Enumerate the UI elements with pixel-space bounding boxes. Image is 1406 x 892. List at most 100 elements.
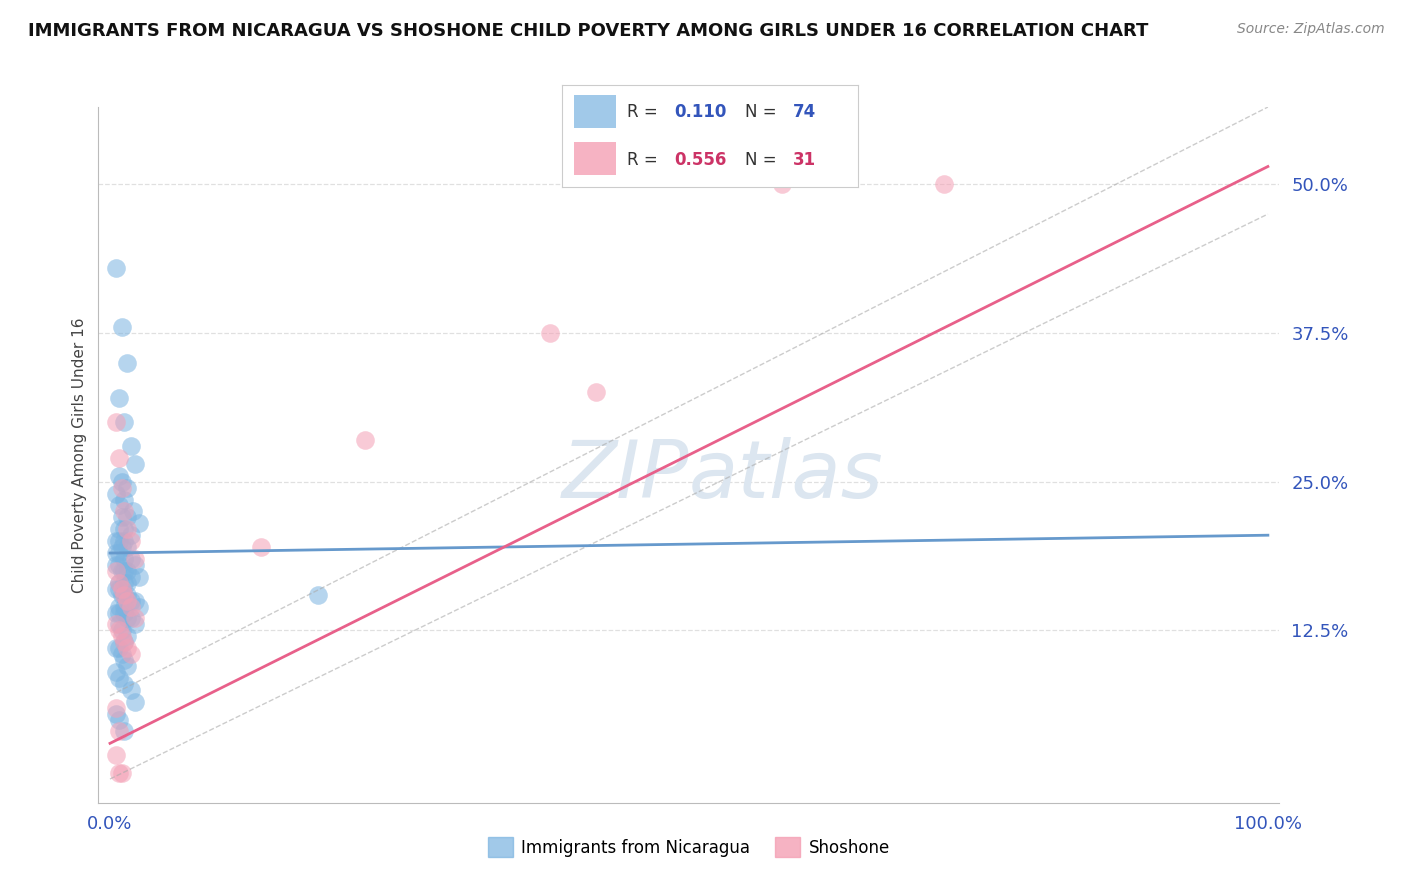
Point — [120, 534, 142, 549]
Point — [108, 558, 131, 572]
Text: R =: R = — [627, 103, 664, 121]
Point — [104, 558, 127, 572]
Point — [104, 415, 127, 429]
Point — [128, 570, 150, 584]
Point — [108, 724, 131, 739]
Point — [307, 588, 329, 602]
Text: N =: N = — [745, 151, 782, 169]
Point — [108, 534, 131, 549]
Point — [112, 534, 135, 549]
Point — [108, 671, 131, 685]
Point — [249, 540, 271, 554]
Point — [117, 659, 139, 673]
Point — [585, 385, 607, 400]
Point — [117, 564, 139, 578]
Point — [112, 653, 135, 667]
Text: 0.556: 0.556 — [675, 151, 727, 169]
Point — [117, 481, 139, 495]
Point — [128, 599, 150, 614]
Point — [122, 504, 145, 518]
Point — [110, 510, 132, 524]
Point — [932, 178, 955, 192]
Point — [112, 724, 135, 739]
Text: 31: 31 — [793, 151, 815, 169]
Point — [770, 178, 793, 192]
Text: 74: 74 — [793, 103, 815, 121]
Point — [108, 606, 131, 620]
Point — [112, 635, 135, 649]
Point — [117, 629, 139, 643]
Point — [120, 611, 142, 625]
Point — [124, 617, 146, 632]
Point — [108, 599, 131, 614]
Point — [108, 575, 131, 590]
Point — [120, 552, 142, 566]
Point — [110, 624, 132, 638]
Point — [112, 575, 135, 590]
Point — [120, 439, 142, 453]
Point — [112, 677, 135, 691]
Point — [104, 706, 127, 721]
Point — [108, 617, 131, 632]
Point — [120, 647, 142, 661]
Point — [112, 492, 135, 507]
Point — [117, 575, 139, 590]
Point — [108, 582, 131, 596]
Legend: Immigrants from Nicaragua, Shoshone: Immigrants from Nicaragua, Shoshone — [481, 830, 897, 864]
Point — [120, 570, 142, 584]
Point — [110, 582, 132, 596]
Point — [104, 486, 127, 500]
Bar — [574, 142, 616, 175]
Text: 0.110: 0.110 — [675, 103, 727, 121]
Point — [112, 635, 135, 649]
Point — [108, 575, 131, 590]
Point — [124, 695, 146, 709]
Point — [110, 588, 132, 602]
Point — [104, 748, 127, 763]
Point — [124, 552, 146, 566]
Point — [112, 504, 135, 518]
Point — [104, 564, 127, 578]
Point — [538, 326, 561, 340]
Y-axis label: Child Poverty Among Girls Under 16: Child Poverty Among Girls Under 16 — [72, 318, 87, 592]
Point — [104, 582, 127, 596]
Point — [112, 588, 135, 602]
Point — [124, 558, 146, 572]
Point — [108, 546, 131, 560]
Point — [120, 599, 142, 614]
Point — [110, 320, 132, 334]
Text: N =: N = — [745, 103, 782, 121]
Text: R =: R = — [627, 151, 664, 169]
Point — [128, 516, 150, 531]
Point — [112, 606, 135, 620]
Point — [117, 611, 139, 625]
Point — [108, 499, 131, 513]
Point — [108, 713, 131, 727]
Point — [104, 617, 127, 632]
Point — [104, 260, 127, 275]
Point — [110, 629, 132, 643]
Point — [104, 546, 127, 560]
Point — [112, 552, 135, 566]
Point — [117, 510, 139, 524]
Point — [104, 665, 127, 679]
Bar — [574, 95, 616, 128]
Point — [108, 468, 131, 483]
Point — [112, 522, 135, 536]
Point — [104, 534, 127, 549]
Point — [112, 588, 135, 602]
Point — [112, 599, 135, 614]
Point — [104, 606, 127, 620]
Text: atlas: atlas — [689, 437, 884, 515]
Point — [104, 700, 127, 714]
Point — [117, 593, 139, 607]
Point — [112, 415, 135, 429]
Point — [108, 766, 131, 780]
Point — [110, 766, 132, 780]
Point — [117, 356, 139, 370]
Point — [117, 522, 139, 536]
Text: Source: ZipAtlas.com: Source: ZipAtlas.com — [1237, 22, 1385, 37]
Point — [112, 564, 135, 578]
Point — [117, 540, 139, 554]
Point — [108, 624, 131, 638]
